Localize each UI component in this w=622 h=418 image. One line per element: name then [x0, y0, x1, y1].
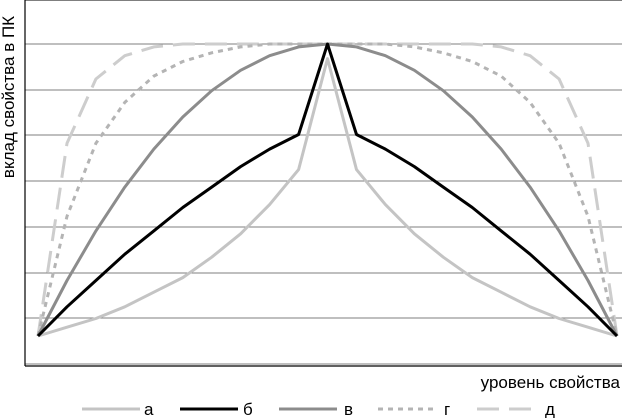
- legend-label-3: в: [344, 400, 353, 418]
- gridlines: [25, 0, 622, 365]
- series-line-1: [37, 57, 618, 338]
- legend: а б в г д: [82, 400, 555, 418]
- legend-label-2: б: [243, 400, 253, 418]
- x-axis-label: уровень свойства: [481, 373, 621, 392]
- series-line-3: [36, 42, 619, 337]
- series-lines: [36, 42, 619, 338]
- series-line-5: [36, 42, 619, 337]
- y-axis-label: вклад свойства в ПК: [0, 16, 18, 178]
- axes: [24, 0, 622, 367]
- series-line-2: [36, 42, 619, 338]
- legend-label-4: г: [444, 400, 450, 418]
- series-line-4: [36, 42, 619, 337]
- legend-label-1: а: [144, 400, 154, 418]
- legend-label-5: д: [545, 400, 555, 418]
